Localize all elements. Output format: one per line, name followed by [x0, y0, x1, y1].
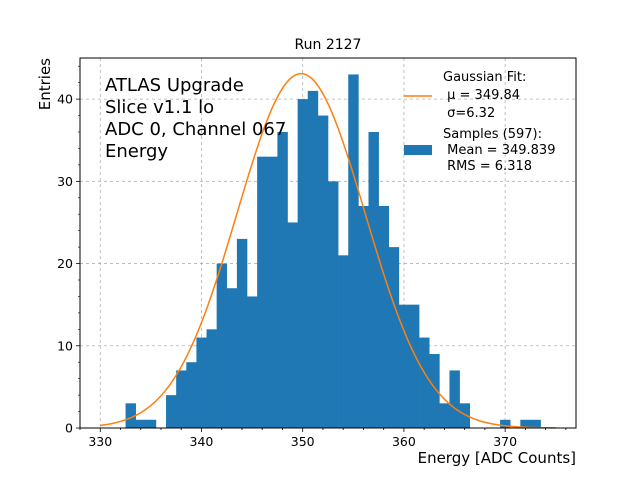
histogram-bar — [186, 362, 197, 428]
annotation-line-2: Slice v1.1 lo — [105, 97, 214, 118]
x-tick-label: 350 — [291, 434, 315, 449]
x-axis-ticks: 330 340 350 360 370 — [79, 428, 567, 449]
gaussian-fit-curve — [100, 72, 556, 429]
histogram-bar — [328, 181, 339, 428]
histogram-bar — [408, 304, 420, 428]
x-tick-label: 370 — [493, 434, 517, 449]
legend-hist-swatch — [404, 145, 432, 155]
y-axis-ticks: 0 10 20 30 40 — [57, 65, 80, 436]
histogram-bar — [500, 419, 511, 428]
histogram-bar — [267, 156, 278, 428]
histogram-bar — [449, 370, 460, 428]
histogram-bar — [247, 296, 258, 428]
histogram-bar — [358, 206, 369, 428]
legend: Gaussian Fit: μ = 349.84 σ=6.32 Samples … — [404, 70, 555, 174]
histogram-bar — [297, 99, 309, 428]
histogram-bar — [206, 329, 217, 428]
histogram-bar — [287, 222, 298, 428]
histogram-bar — [257, 156, 268, 428]
histogram-bar — [378, 206, 390, 428]
legend-hist-title: Samples (597): — [443, 127, 542, 142]
histogram-bar — [348, 74, 359, 428]
x-tick-label: 360 — [392, 434, 416, 449]
annotation-line-1: ATLAS Upgrade — [105, 75, 244, 96]
plot-frame — [79, 57, 577, 429]
histogram-bar — [307, 90, 319, 428]
histogram-bar — [338, 255, 349, 428]
y-tick-label: 10 — [57, 338, 73, 353]
histogram-bar — [388, 247, 400, 428]
x-axis-label: Energy [ADC Counts] — [418, 449, 576, 467]
histogram-bar — [398, 304, 410, 428]
y-tick-label: 30 — [57, 174, 73, 189]
histogram-bar — [176, 370, 187, 428]
legend-hist-rms: RMS = 6.318 — [443, 159, 532, 174]
histogram-bar — [166, 395, 177, 428]
histogram-bar — [196, 337, 207, 428]
legend-fit-sigma: σ=6.32 — [443, 106, 495, 121]
histogram-bar — [429, 354, 440, 428]
y-axis-label: Entries — [36, 58, 54, 110]
annotation-line-4: Energy — [105, 141, 168, 162]
histogram-bar — [125, 403, 136, 428]
histogram-bar — [226, 288, 238, 428]
histogram-bar — [216, 263, 228, 428]
histogram-bar — [459, 403, 471, 428]
legend-hist-mean: Mean = 349.839 — [443, 143, 555, 158]
histogram-bar — [419, 337, 430, 428]
histogram-bars — [125, 74, 541, 429]
chart-title: Run 2127 — [295, 37, 362, 53]
histogram-bar — [439, 403, 450, 428]
histogram-bar — [135, 419, 147, 428]
histogram-bar — [145, 419, 157, 428]
histogram-bar — [236, 238, 248, 428]
x-tick-label: 330 — [88, 434, 112, 449]
x-tick-label: 340 — [190, 434, 214, 449]
histogram-bar — [520, 419, 531, 428]
y-tick-label: 20 — [57, 256, 73, 271]
histogram-bar — [277, 132, 288, 428]
y-tick-label: 0 — [65, 421, 73, 436]
annotation-line-3: ADC 0, Channel 067 — [105, 119, 286, 140]
histogram-bar — [317, 115, 329, 429]
histogram-bar — [368, 132, 379, 428]
y-tick-label: 40 — [57, 92, 73, 107]
histogram-bar — [530, 419, 541, 428]
legend-fit-title: Gaussian Fit: — [443, 70, 526, 85]
legend-fit-mu: μ = 349.84 — [443, 88, 520, 103]
